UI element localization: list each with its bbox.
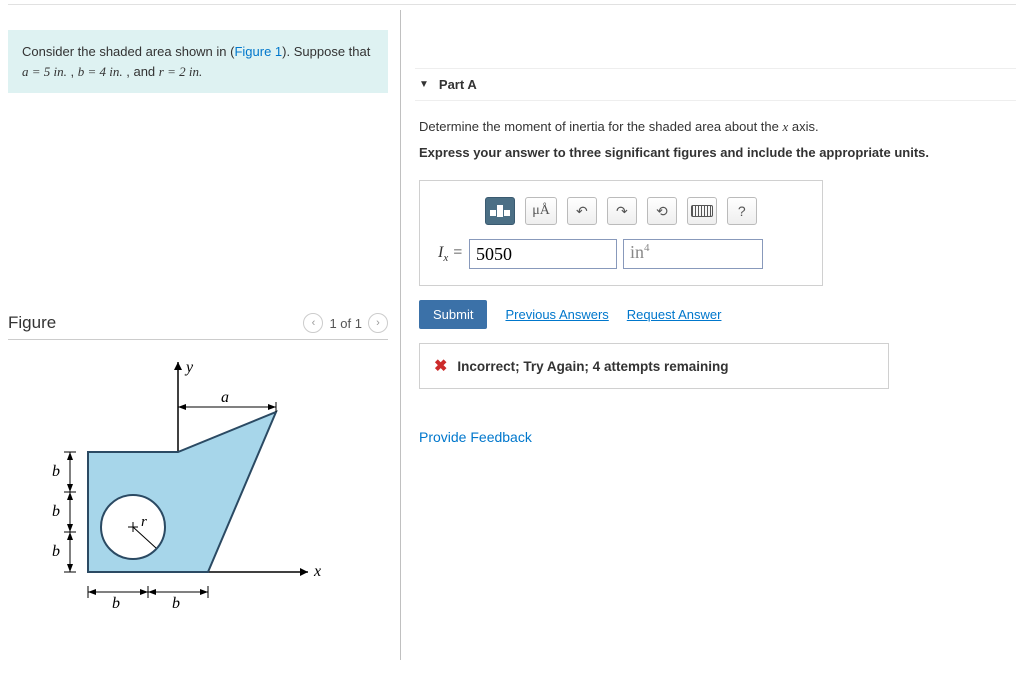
provide-feedback-link[interactable]: Provide Feedback xyxy=(419,429,1012,445)
part-label: Part A xyxy=(439,77,477,92)
svg-text:b: b xyxy=(112,595,120,612)
figure-next-button[interactable]: › xyxy=(368,313,388,333)
template-button[interactable] xyxy=(485,197,515,225)
incorrect-icon: ✖ xyxy=(434,356,447,376)
svg-text:x: x xyxy=(313,563,321,580)
figure-link[interactable]: Figure 1 xyxy=(234,44,282,59)
keyboard-icon xyxy=(691,205,713,217)
figure-diagram: x y r xyxy=(8,352,388,615)
undo-button[interactable]: ↶ xyxy=(567,197,597,225)
figure-pager: 1 of 1 xyxy=(329,316,362,331)
submit-button[interactable]: Submit xyxy=(419,300,487,329)
answer-area: μÅ ↶ ↷ ⟲ ? Ix = in4 xyxy=(419,180,823,286)
result-feedback: ✖ Incorrect; Try Again; 4 attempts remai… xyxy=(419,343,889,389)
keyboard-button[interactable] xyxy=(687,197,717,225)
problem-text: Consider the shaded area shown in ( xyxy=(22,44,234,59)
unit-input[interactable]: in4 xyxy=(623,239,763,269)
figure-prev-button[interactable]: ‹ xyxy=(303,313,323,333)
part-header[interactable]: ▼ Part A xyxy=(415,68,1016,101)
answer-symbol: Ix = xyxy=(438,244,463,264)
svg-text:b: b xyxy=(52,463,60,480)
request-answer-link[interactable]: Request Answer xyxy=(627,307,722,322)
svg-text:r: r xyxy=(141,514,147,530)
svg-text:y: y xyxy=(184,359,194,376)
svg-text:b: b xyxy=(172,595,180,612)
figure-title: Figure xyxy=(8,313,56,333)
units-button[interactable]: μÅ xyxy=(525,197,557,225)
reset-button[interactable]: ⟲ xyxy=(647,197,677,225)
result-text: Incorrect; Try Again; 4 attempts remaini… xyxy=(457,359,728,374)
redo-button[interactable]: ↷ xyxy=(607,197,637,225)
svg-text:b: b xyxy=(52,543,60,560)
collapse-caret-icon: ▼ xyxy=(419,79,429,90)
svg-text:b: b xyxy=(52,503,60,520)
svg-text:a: a xyxy=(221,389,229,406)
help-button[interactable]: ? xyxy=(727,197,757,225)
previous-answers-link[interactable]: Previous Answers xyxy=(505,307,608,322)
value-input[interactable] xyxy=(469,239,617,269)
problem-statement: Consider the shaded area shown in (Figur… xyxy=(8,30,388,93)
part-instruction: Determine the moment of inertia for the … xyxy=(419,117,1012,137)
part-express: Express your answer to three significant… xyxy=(419,143,1012,163)
